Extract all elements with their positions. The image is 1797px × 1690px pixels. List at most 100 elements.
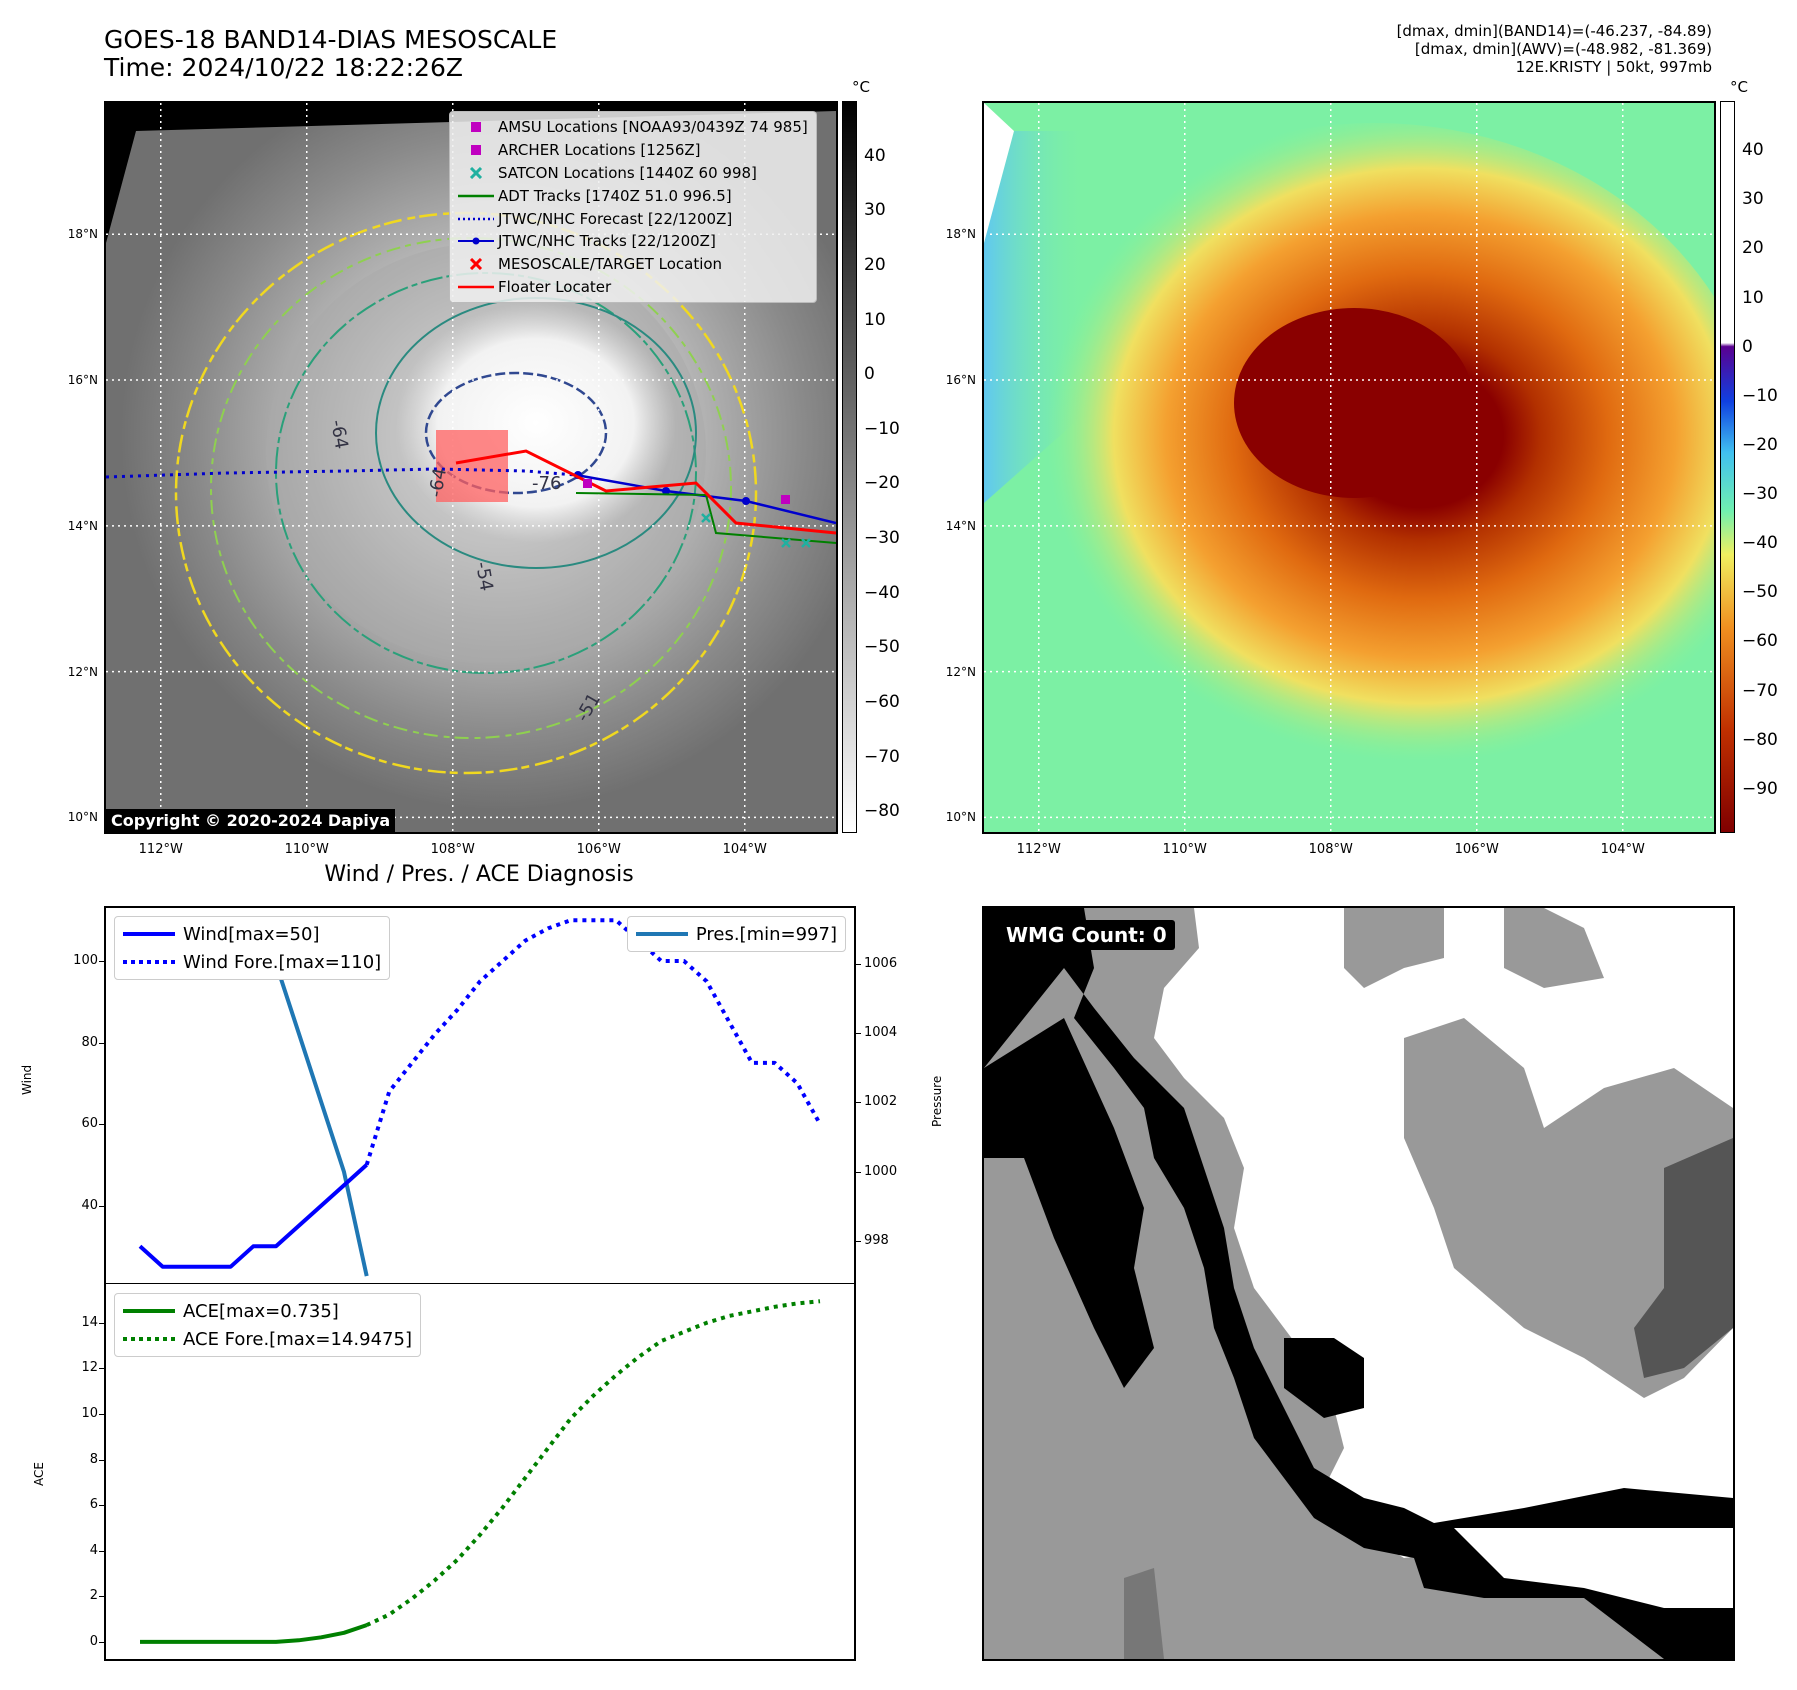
ir-legend-label: JTWC/NHC Forecast [22/1200Z] [498, 209, 733, 228]
central-dense-overcast [396, 303, 676, 543]
wmg-panel: WMG Count: 0 [982, 906, 1735, 1661]
lon-tick-label: 110°W [284, 842, 329, 857]
ace-legend: ACE[max=0.735] ACE Fore.[max=14.9475] [114, 1293, 421, 1357]
pres-min-line [140, 926, 369, 1277]
awv-panel [982, 101, 1716, 834]
y-tick-mark [856, 1102, 861, 1104]
ir-legend-entry: AMSU Locations [NOAA93/0439Z 74 985] [458, 116, 808, 139]
contour-label: -76 [532, 473, 561, 494]
lon-tick-label: 108°W [430, 842, 475, 857]
colorbar-tick-label: −50 [1742, 582, 1778, 603]
ir-legend-label: ADT Tracks [1740Z 51.0 996.5] [498, 186, 732, 205]
lat-tick-label: 12°N [67, 664, 98, 679]
ace-fore-max-line [365, 1299, 821, 1627]
colorbar-tick-label: 40 [1742, 140, 1764, 161]
colorbar-tick-label: −10 [1742, 385, 1778, 406]
ace-axis-label: ACE [32, 1462, 46, 1486]
colorbar-tick-label: −90 [1742, 778, 1778, 799]
y-tick-label: 8 [89, 1451, 98, 1467]
wmg-region-black [984, 1018, 1154, 1388]
y-tick-label: 100 [73, 952, 98, 968]
colorbar-tick-label: 0 [1742, 336, 1753, 357]
wind-max-line [138, 1163, 369, 1269]
ir-legend-label: Floater Locater [498, 277, 612, 296]
y-tick-mark [99, 1042, 104, 1044]
ir-colorbar [842, 101, 857, 833]
track-point [662, 487, 670, 495]
ace-plot [140, 1299, 821, 1644]
wmg-region-white [1454, 1528, 1733, 1608]
y-tick-mark [99, 1641, 104, 1643]
lon-tick-label: 112°W [1016, 842, 1061, 857]
info-line-band14: [dmax, dmin](BAND14)=(-46.237, -84.89) [1396, 22, 1712, 40]
wmg-region-black [1284, 1338, 1364, 1418]
ir-legend-label: MESOSCALE/TARGET Location [498, 255, 723, 274]
wind-legend: Wind[max=50] Wind Fore.[max=110] [114, 916, 391, 980]
adt-track [575, 492, 836, 544]
colorbar-tick-label: −70 [864, 746, 900, 767]
ir-legend-label: ARCHER Locations [1256Z] [498, 141, 701, 160]
y-tick-label: 4 [89, 1542, 98, 1558]
legend-marker-icon [458, 121, 494, 133]
wmg-region-darkgray [1634, 1138, 1733, 1378]
info-line-storm: 12E.KRISTY | 50kt, 997mb [1515, 58, 1712, 76]
y-tick-label: 80 [81, 1034, 98, 1050]
y-tick-label: 998 [864, 1233, 889, 1249]
ir-legend-label: JTWC/NHC Tracks [22/1200Z] [498, 232, 716, 251]
colorbar-tick-label: −40 [1742, 533, 1778, 554]
y-tick-mark [99, 1413, 104, 1415]
satcon-marker [801, 538, 811, 548]
ir-legend-entry: JTWC/NHC Forecast [22/1200Z] [458, 207, 808, 230]
ir-legend: AMSU Locations [NOAA93/0439Z 74 985] ARCH… [449, 111, 817, 304]
copyright-label: Copyright © 2020-2024 Dapiya [106, 809, 396, 832]
awv-imagery [984, 103, 1714, 832]
ir-legend-entry: ADT Tracks [1740Z 51.0 996.5] [458, 184, 808, 207]
lat-tick-label: 18°N [67, 227, 98, 242]
awv-colorbar-unit: °C [1730, 78, 1748, 96]
y-tick-mark [99, 1124, 104, 1126]
archer-marker [781, 495, 790, 504]
pressure-legend-label: Pres.[min=997] [695, 923, 837, 945]
colorbar-tick-label: 30 [864, 200, 886, 221]
track-point [742, 497, 750, 505]
ir-legend-label: SATCON Locations [1440Z 60 998] [498, 163, 757, 182]
ir-legend-entry: ARCHER Locations [1256Z] [458, 139, 808, 162]
wmg-imagery [984, 908, 1733, 1659]
lat-tick-label: 14°N [67, 518, 98, 533]
colorbar-tick-label: 20 [864, 254, 886, 275]
wind-forecast-legend-label: Wind Fore.[max=110] [183, 951, 382, 973]
contour-label: -64 [425, 466, 451, 499]
ace-forecast-legend-label: ACE Fore.[max=14.9475] [183, 1328, 412, 1350]
floater-box [436, 430, 508, 502]
ir-legend-label: AMSU Locations [NOAA93/0439Z 74 985] [498, 118, 808, 137]
lon-tick-label: 106°W [576, 842, 621, 857]
legend-marker-icon [458, 258, 494, 271]
y-tick-mark [856, 963, 861, 965]
ir-legend-entry: Floater Locater [458, 276, 808, 299]
wmg-region-gray [1504, 908, 1604, 988]
colorbar-tick-label: −70 [1742, 680, 1778, 701]
amsu-marker [583, 479, 592, 488]
ir-satellite-panel: -64 -76 -54 -64 -51 AMSU Locations [NOAA… [104, 101, 838, 834]
y-tick-label: 60 [81, 1116, 98, 1132]
pressure-legend: Pres.[min=997] [626, 916, 846, 952]
lon-tick-label: 106°W [1454, 842, 1499, 857]
lat-tick-label: 16°N [67, 373, 98, 388]
pressure-axis-label: Pressure [930, 1075, 944, 1127]
colorbar-tick-label: −60 [864, 691, 900, 712]
legend-marker-icon [458, 166, 494, 179]
colorbar-tick-label: −80 [1742, 729, 1778, 750]
storm-info: [dmax, dmin](BAND14)=(-46.237, -84.89) [… [1397, 22, 1712, 76]
wmg-region-black [984, 908, 1444, 1558]
colorbar-tick-label: −10 [864, 418, 900, 439]
y-tick-mark [99, 1205, 104, 1207]
y-tick-mark [856, 1171, 861, 1173]
ace-chart: ACE[max=0.735] ACE Fore.[max=14.9475] [104, 1283, 856, 1661]
y-tick-mark [99, 1596, 104, 1598]
lon-tick-label: 104°W [722, 842, 767, 857]
colorbar-tick-label: −80 [864, 801, 900, 822]
colorbar-tick-label: −50 [864, 637, 900, 658]
lat-tick-label: 14°N [945, 518, 976, 533]
colorbar-tick-label: 10 [1742, 287, 1764, 308]
contour-label: -64 [326, 418, 352, 451]
